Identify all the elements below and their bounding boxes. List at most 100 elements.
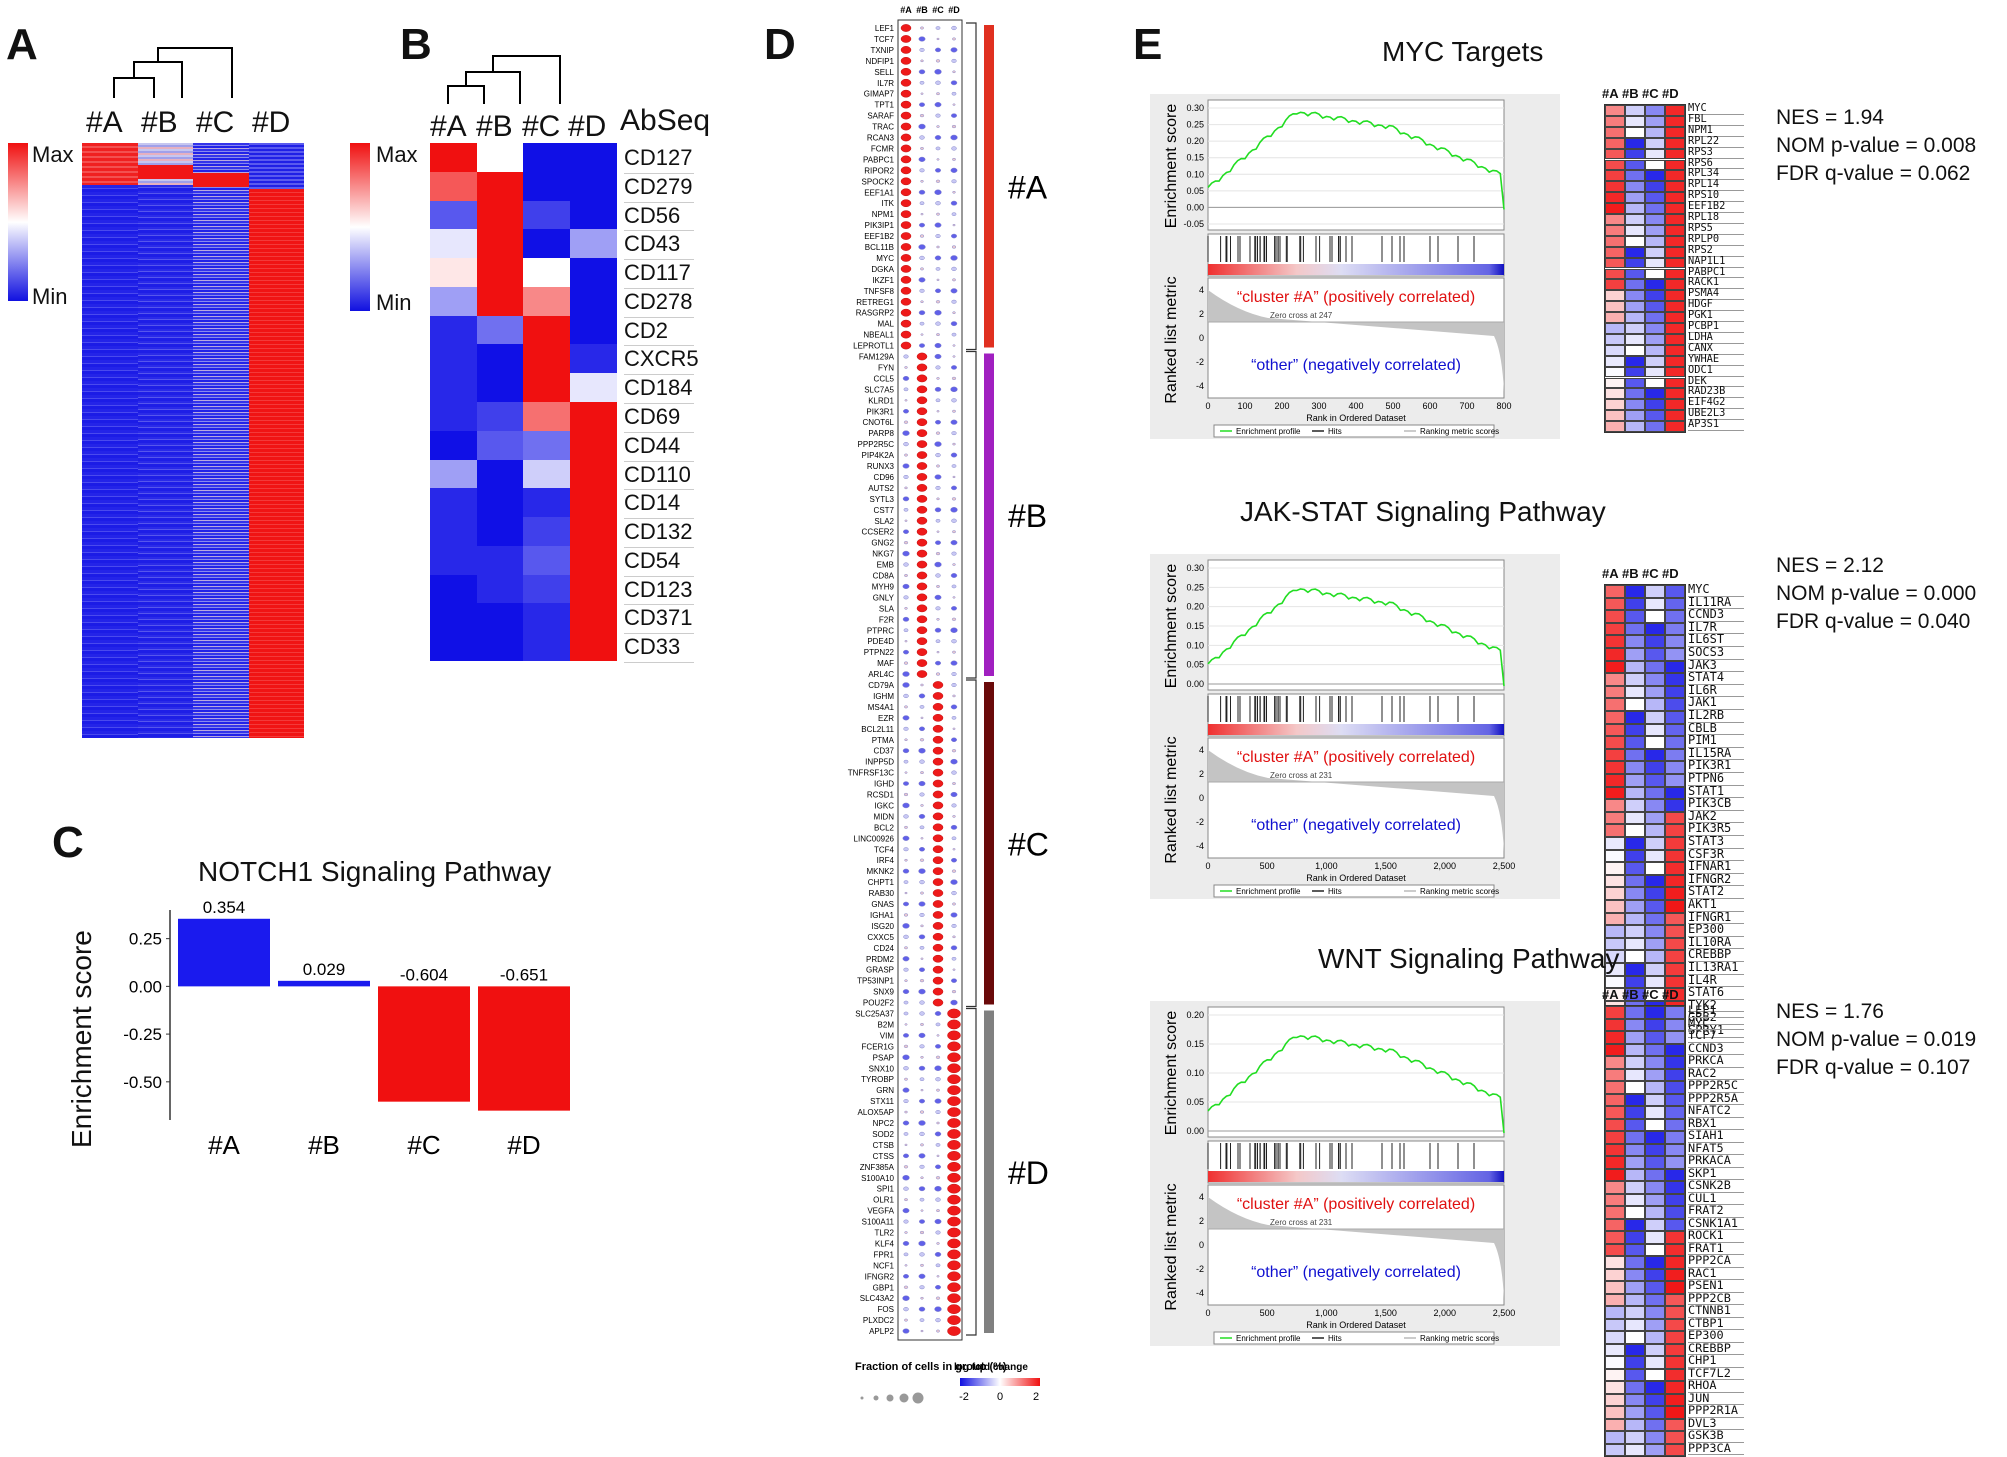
- gsea-heat-cell: [1605, 126, 1625, 138]
- dotplot-dot: [934, 1185, 942, 1192]
- dotplot-dot: [920, 26, 924, 30]
- dotplot-dot: [951, 803, 957, 808]
- dotplot-dot: [936, 377, 940, 380]
- dotplot-dot: [918, 747, 926, 754]
- chart-c-value-label: -0.651: [500, 965, 548, 984]
- gsea-heat-cell: [1625, 849, 1645, 863]
- dotplot-dot: [947, 1260, 961, 1271]
- gsea-heat-cell: [1645, 1268, 1665, 1281]
- heatmap-b-cell: [476, 402, 524, 432]
- dotplot-dot: [935, 179, 941, 183]
- gsea-heat-cell: [1625, 1281, 1645, 1294]
- gsea-heat-cell: [1645, 748, 1665, 762]
- gsea-heat-cell: [1645, 874, 1665, 888]
- dotplot-gene-label: NKG7: [872, 550, 894, 559]
- dotplot-dot: [920, 333, 924, 336]
- gsea-heat-cell: [1645, 290, 1665, 302]
- dotplot-dot: [916, 637, 928, 646]
- heatmap-b-cell: [523, 229, 570, 259]
- gsea-heat-cell: [1645, 1231, 1665, 1244]
- dotplot-gene-label: ITK: [882, 199, 895, 208]
- dotplot-dot: [947, 1205, 961, 1216]
- gsea-enrichment-curve: [1207, 1035, 1505, 1134]
- dotplot-gene-label: CNOT6L: [862, 418, 894, 427]
- dotplot-dot: [903, 595, 909, 600]
- gsea-heat-cell: [1625, 366, 1645, 378]
- gsea-axis-es: Enrichment score: [1163, 1011, 1180, 1136]
- dotplot-gene-label: SNX10: [869, 1064, 895, 1073]
- dotplot-dot: [903, 529, 909, 534]
- dotplot-dot: [919, 1000, 925, 1005]
- dotplot-dot: [935, 1055, 941, 1059]
- gsea-heat-cell: [1665, 279, 1685, 291]
- gsea-plot: 0.30 0.25 0.20 0.15 0.10 0.05 0.00 4 2 0 -2 -4 Zero …: [1150, 554, 1560, 899]
- dotplot-dot: [919, 201, 925, 205]
- dotplot-dot: [952, 70, 956, 74]
- heatmap-b-marker-label: CD54: [624, 548, 694, 577]
- gsea-heat-cell: [1625, 1206, 1645, 1219]
- gsea-heat-cell: [1625, 736, 1645, 749]
- dotplot-dot: [936, 530, 940, 533]
- dotplot-dot: [902, 989, 910, 995]
- dotplot-dot: [919, 738, 925, 742]
- dotplot-dot: [951, 113, 957, 118]
- gsea-heat-cell: [1605, 887, 1625, 900]
- gsea-heat-col-label: #A: [1602, 86, 1619, 101]
- dotplot-dot: [936, 125, 940, 128]
- dotplot-dot: [934, 69, 942, 75]
- panel-e: MYC Targets 0.30 0.25 0.20 0.15 0.10 0.05 0.00 -…: [1150, 36, 1976, 1457]
- heatmap-b-cell: [476, 545, 524, 576]
- gsea-es-frame: [1207, 1006, 1505, 1138]
- gsea-rank-ytick: 4: [1199, 745, 1204, 755]
- heatmap-b-cell: [523, 344, 570, 374]
- heatmap-b-cell: [430, 402, 477, 432]
- heatmap-a-legend-min: Min: [32, 284, 68, 309]
- dotplot-dot: [903, 661, 909, 665]
- dotplot-gene-label: RASGRP2: [856, 309, 895, 318]
- gsea-heat-cell: [1605, 1106, 1625, 1119]
- gsea-heat-cell: [1625, 837, 1645, 850]
- gsea-heat-cell: [1645, 366, 1665, 378]
- dotplot-gene-label: CD96: [874, 473, 895, 482]
- dotplot-dot: [900, 210, 912, 218]
- dotplot-dot: [932, 900, 944, 908]
- gsea-heat-cell: [1665, 1156, 1685, 1169]
- dotplot-dot: [902, 1208, 910, 1214]
- gsea-heat-cell: [1625, 975, 1645, 989]
- dotplot-dot: [952, 103, 956, 106]
- gsea-heat-cell: [1665, 203, 1685, 214]
- gsea-heat-cell: [1645, 181, 1665, 193]
- heatmap-b-col-d: #D: [568, 110, 607, 143]
- dotplot-dot: [950, 419, 958, 425]
- dotplot-dot: [932, 867, 944, 876]
- gsea-heat-cell: [1605, 1218, 1625, 1231]
- dotplot-dot: [934, 474, 942, 480]
- dotplot-dot: [950, 912, 958, 918]
- dotplot-gene-label: AUTS2: [868, 484, 894, 493]
- gsea-heat-cell: [1645, 723, 1665, 737]
- dotplot-gene-label: BCL2L11: [861, 725, 894, 734]
- gsea-axis-rank: Ranked list metric: [1163, 1183, 1180, 1310]
- gsea-heat-gene-label: PTPN6: [1688, 772, 1744, 786]
- dotplot-dot: [952, 223, 956, 227]
- dotplot-dot: [936, 464, 940, 468]
- dotplot-dot: [919, 979, 925, 983]
- dotplot-dot: [920, 267, 924, 271]
- dotplot-dot: [903, 967, 909, 972]
- heatmap-b-marker-label: CD44: [624, 433, 694, 462]
- dotplot-gene-label: CCSER2: [862, 528, 895, 537]
- gsea-xtick: 2,000: [1434, 861, 1457, 871]
- heatmap-b-cell: [569, 171, 617, 202]
- heatmap-b-cell: [569, 574, 617, 604]
- dotplot-gene-label: VEGFA: [867, 1207, 894, 1216]
- dotplot-gene-label: CD79A: [868, 681, 894, 690]
- panel-letter-d: D: [764, 20, 796, 69]
- dotplot-dot: [947, 1194, 961, 1205]
- gsea-heat-cell: [1625, 1156, 1645, 1169]
- gsea-heat-cell: [1625, 1306, 1645, 1319]
- dendrogram-a: [113, 47, 233, 98]
- dotplot-dot: [947, 1118, 961, 1128]
- heatmap-b-cell: [430, 315, 477, 345]
- gsea-heat-cell: [1665, 1418, 1685, 1431]
- heatmap-b-cell: [430, 171, 477, 202]
